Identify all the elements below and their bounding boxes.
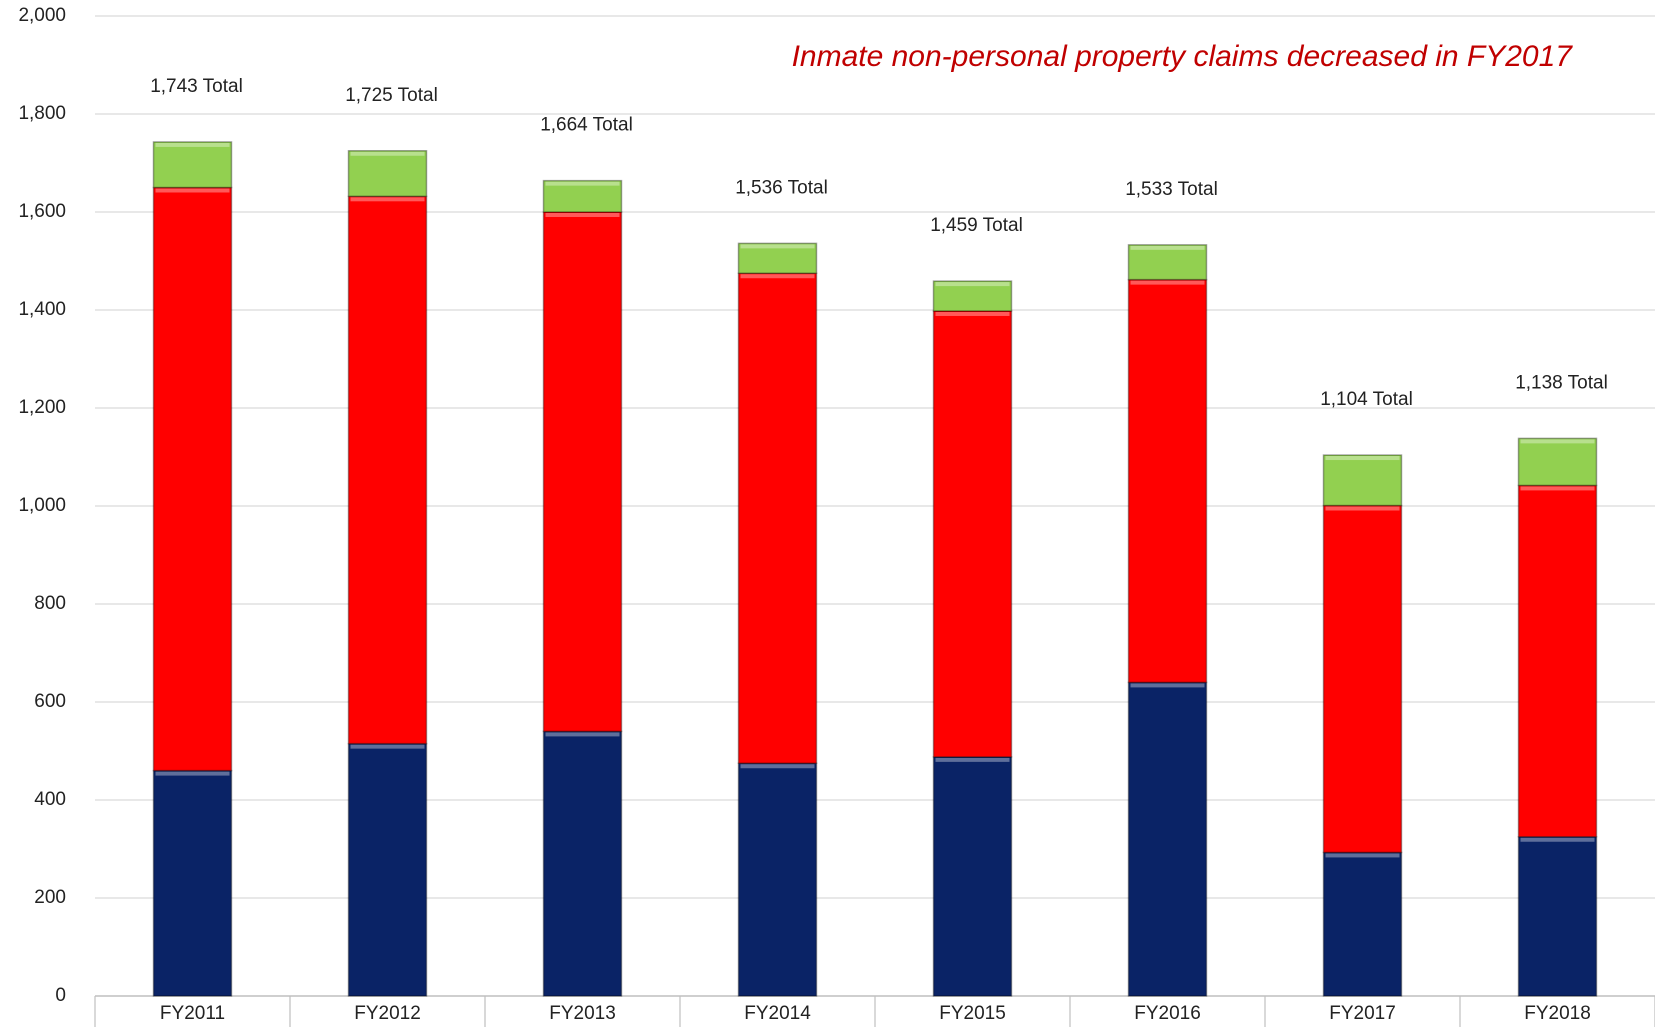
y-tick-label: 1,600 [18, 201, 66, 222]
bar-bevel [935, 311, 1010, 316]
y-tick-label: 600 [34, 691, 66, 712]
bar-bevel [155, 142, 230, 147]
bar-segment [542, 730, 623, 997]
bar-bevel [1520, 439, 1595, 444]
x-tick-label: FY2018 [1524, 1003, 1591, 1024]
total-label: 1,743 Total [150, 76, 243, 97]
bar-bevel [1520, 486, 1595, 491]
total-label: 1,664 Total [540, 115, 633, 136]
bar-segment [1517, 437, 1598, 487]
y-tick-label: 0 [55, 985, 66, 1006]
y-tick-label: 1,000 [18, 495, 66, 516]
bar-bevel [935, 757, 1010, 762]
bar-segment [737, 762, 818, 997]
x-tick-label: FY2014 [744, 1003, 811, 1024]
bar-bevel [545, 181, 620, 186]
y-tick-label: 1,400 [18, 299, 66, 320]
bar-bevel [1130, 245, 1205, 250]
bar-segment [932, 280, 1013, 312]
bar-segment [1127, 681, 1208, 997]
bar-segment [1127, 244, 1208, 281]
bar-segment [347, 195, 428, 745]
bar-bevel [350, 197, 425, 202]
y-tick-label: 800 [34, 593, 66, 614]
total-label: 1,138 Total [1515, 372, 1608, 393]
bar-bevel [545, 732, 620, 737]
bar-bevel [350, 744, 425, 749]
bar-segment [542, 211, 623, 733]
bar-bevel [740, 274, 815, 279]
bar-segment [152, 769, 233, 997]
bar-segment [932, 310, 1013, 758]
x-tick-label: FY2017 [1329, 1003, 1396, 1024]
bar-segment [737, 242, 818, 274]
bar-segment [737, 272, 818, 764]
total-label: 1,725 Total [345, 85, 438, 106]
y-tick-label: 400 [34, 789, 66, 810]
bar-segment [347, 742, 428, 997]
bar-segment [347, 150, 428, 198]
bar-segment [1322, 851, 1403, 997]
chart-title: Inmate non-personal property claims decr… [792, 40, 1574, 73]
bar-segment [1517, 484, 1598, 838]
bar-bevel [350, 151, 425, 156]
y-tick-label: 2,000 [18, 5, 66, 26]
bar-bevel [155, 771, 230, 776]
bar-bevel [740, 244, 815, 249]
total-label: 1,533 Total [1125, 179, 1218, 200]
x-tick-label: FY2016 [1134, 1003, 1201, 1024]
bar-bevel [1325, 506, 1400, 511]
bar-bevel [1520, 837, 1595, 842]
y-tick-label: 200 [34, 887, 66, 908]
bar-bevel [1130, 280, 1205, 285]
total-label: 1,104 Total [1320, 389, 1413, 410]
bar-segment [542, 179, 623, 213]
x-tick-label: FY2013 [549, 1003, 616, 1024]
bar-segment [152, 141, 233, 189]
x-tick-label: FY2015 [939, 1003, 1006, 1024]
y-tick-label: 1,800 [18, 103, 66, 124]
total-label: 1,459 Total [930, 215, 1023, 236]
bar-segment [1127, 278, 1208, 684]
bar-bevel [740, 764, 815, 769]
y-tick-label: 1,200 [18, 397, 66, 418]
bar-segment [152, 186, 233, 772]
total-label: 1,536 Total [735, 177, 828, 198]
bar-segment [932, 756, 1013, 997]
bar-bevel [935, 282, 1010, 287]
bar-segment [1517, 836, 1598, 997]
bar-bevel [1325, 853, 1400, 858]
bar-bevel [155, 188, 230, 193]
bar-bevel [1130, 683, 1205, 688]
bar-segment [1322, 504, 1403, 854]
x-tick-label: FY2012 [354, 1003, 421, 1024]
bar-segment [1322, 454, 1403, 507]
x-tick-label: FY2011 [160, 1003, 225, 1024]
bar-bevel [1325, 456, 1400, 461]
bar-bevel [545, 213, 620, 217]
